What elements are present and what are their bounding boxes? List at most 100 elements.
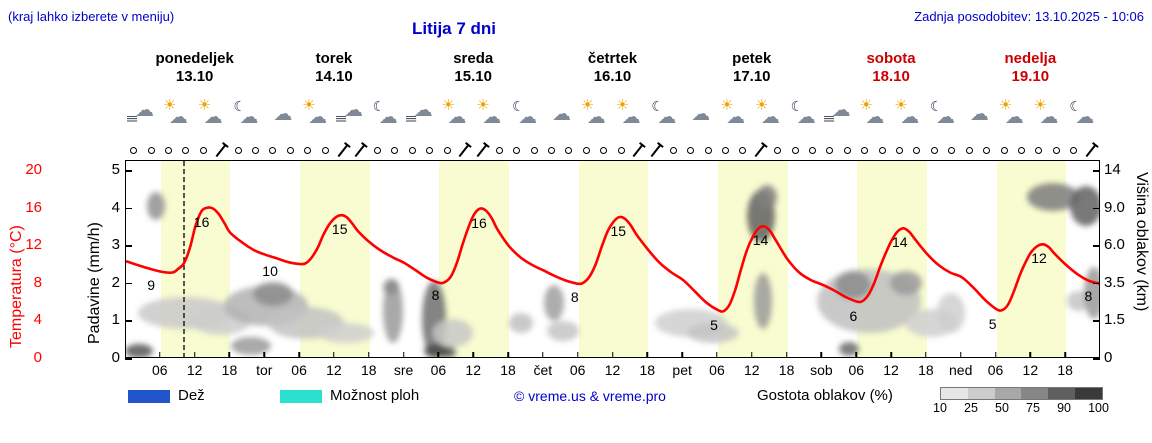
density-scale-tick: 75 — [1026, 401, 1040, 415]
wind-barb-icon — [214, 143, 228, 158]
cloud-shape — [318, 323, 374, 343]
wind-cell — [665, 142, 682, 158]
wind-cell — [891, 142, 908, 158]
temp-point-label: 5 — [988, 316, 997, 333]
temp-point-label: 14 — [891, 234, 908, 251]
density-scale-cell — [1075, 388, 1102, 399]
x-axis-tick-label: 12 — [1022, 362, 1039, 378]
day-headers: ponedeljek 13.10 torek 14.10 sreda 15.10 četrt… — [125, 50, 1100, 86]
cloud-glyph: ☁ — [1004, 107, 1024, 128]
x-axis-tick-label: 12 — [743, 362, 760, 378]
calm-circle-icon — [704, 146, 712, 154]
cloud-glyph: ☁ — [621, 107, 641, 128]
cloud-shape — [757, 185, 777, 209]
calm-circle-icon — [373, 146, 381, 154]
sun-glyph: ☀ — [197, 97, 212, 114]
copyright-link[interactable]: © vreme.us & vreme.pro — [514, 388, 666, 404]
sun-cloud-icon: ☀ ☁ — [195, 96, 230, 142]
wind-cell — [195, 142, 212, 158]
x-axis-tickmark — [159, 352, 161, 358]
x-axis-tickmark — [368, 352, 370, 358]
density-scale-tick: 10 — [933, 401, 947, 415]
wind-cell — [386, 142, 403, 158]
axis-tick: 8 — [33, 273, 42, 291]
wind-barb-icon — [1084, 143, 1098, 158]
sun-cloud-icon: ☀ ☁ — [856, 96, 891, 142]
day-date: 16.10 — [593, 68, 632, 85]
temp-point-label: 14 — [752, 232, 769, 249]
x-axis-tickmark — [751, 352, 753, 358]
wind-cell — [334, 142, 351, 158]
weather-icons-row: ≡ ☁ ☀ ☁ ☀ ☁ ☾ ☁ ☁ ☀ ☁ ≡ ☁ ☾ ☁ ≡ ☁ ☀ ☁ ☀ ☁ ☾ ☁ ☁ ☀ ☁ ☀ ☁ ☾ ☁ ☁ ☀ ☁ ☀ ☁ ☾ ☁ ≡ ☁ ☀… — [125, 96, 1100, 142]
cloud-icon: ☁ — [543, 96, 578, 142]
calm-circle-icon — [687, 146, 695, 154]
cloud-shape — [383, 279, 403, 343]
temp-point-label: 12 — [1031, 250, 1047, 267]
day-header: četrtek 16.10 — [543, 50, 682, 86]
wind-cell — [404, 142, 421, 158]
axis-tick: 3.5 — [1104, 273, 1125, 291]
wind-cell — [839, 142, 856, 158]
wind-cell — [160, 142, 177, 158]
wind-barb-icon — [353, 143, 367, 158]
x-axis-tickmark — [437, 352, 440, 358]
wind-barb-icon — [753, 143, 767, 158]
cloud-glyph: ☁ — [168, 107, 188, 128]
cloud-density-legend-label: Gostota oblakov (%) — [757, 387, 893, 404]
day-header: nedelja 19.10 — [961, 50, 1100, 86]
wind-cell — [926, 142, 943, 158]
cloud-glyph: ☁ — [551, 104, 571, 125]
x-axis-tick-label: 18 — [500, 362, 516, 378]
axis-tick: 20 — [25, 161, 42, 178]
axis-tick: 0 — [33, 349, 42, 366]
x-axis-tick-label: 12 — [465, 362, 481, 378]
x-axis-tickmark — [855, 352, 857, 358]
cloud-shape — [147, 192, 165, 220]
calm-circle-icon — [617, 146, 625, 154]
wind-barb-icon — [475, 143, 489, 158]
calm-circle-icon — [1017, 146, 1025, 154]
cloud-shape — [231, 337, 271, 355]
x-axis-tick-label: čet — [533, 362, 553, 378]
calm-circle-icon — [165, 146, 173, 154]
density-scale-cell — [941, 388, 968, 399]
wind-cell — [456, 142, 473, 158]
temp-point-label: 16 — [471, 214, 487, 231]
cloud-shape — [890, 271, 922, 295]
moon-cloud-icon: ☾ ☁ — [926, 96, 961, 142]
calm-circle-icon — [426, 146, 434, 154]
wind-cell — [578, 142, 595, 158]
axis-tick: 9.0 — [1104, 198, 1125, 216]
calm-circle-icon — [913, 146, 921, 154]
temp-point-label: 16 — [193, 213, 210, 230]
wind-cell — [369, 142, 386, 158]
day-date: 14.10 — [315, 68, 353, 85]
cloud-shape — [383, 279, 399, 295]
temp-point-label: 6 — [849, 307, 858, 324]
cloud-shape — [424, 344, 448, 357]
temp-point-label: 9 — [147, 276, 156, 293]
cloud-glyph: ☁ — [203, 107, 223, 128]
wind-cell — [421, 142, 438, 158]
day-name: ponedeljek — [155, 50, 234, 67]
day-name: četrtek — [587, 50, 638, 67]
axis-tick: 2 — [111, 273, 120, 291]
moon-cloud-icon: ☾ ☁ — [229, 96, 264, 142]
wind-cell — [769, 142, 786, 158]
x-axis-tick-label: 18 — [1057, 362, 1073, 378]
axis-tick: 12 — [25, 236, 42, 254]
x-axis-tickmark — [542, 352, 544, 358]
cloud-glyph: ☁ — [343, 100, 363, 121]
x-axis-tickmark — [785, 352, 788, 358]
sun-glyph: ☀ — [859, 97, 873, 114]
axis-tickmark — [1093, 320, 1100, 322]
cloud-glyph: ☁ — [657, 107, 677, 128]
sun-glyph: ☀ — [615, 97, 630, 114]
temperature-axis-ticks: 20 16 12 8 4 0 — [4, 160, 42, 366]
moon-cloud-icon: ☾ ☁ — [647, 96, 682, 142]
x-axis-tickmark — [193, 352, 196, 358]
sun-cloud-icon: ☀ ☁ — [891, 96, 926, 142]
x-axis-tickmark — [925, 352, 927, 358]
calm-circle-icon — [391, 146, 399, 154]
